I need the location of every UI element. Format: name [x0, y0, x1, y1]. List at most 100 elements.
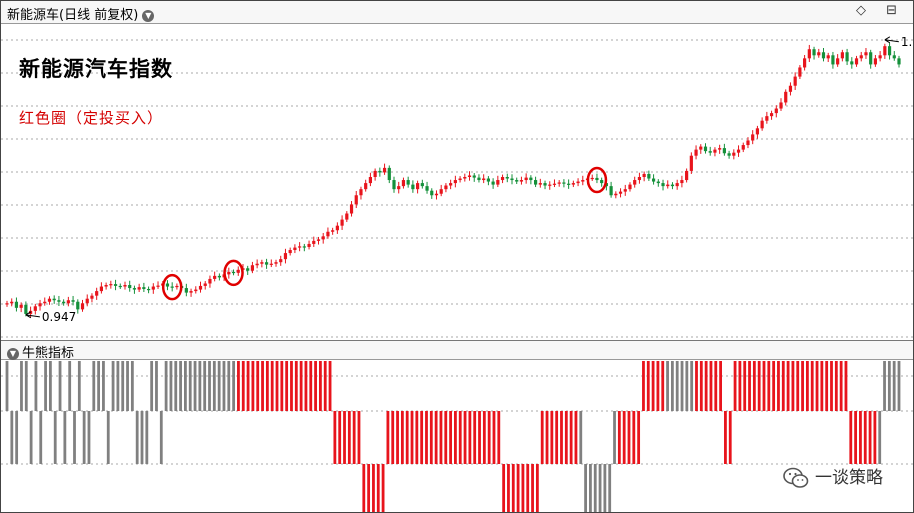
indicator-bar [396, 411, 399, 464]
indicator-chart[interactable] [1, 359, 913, 512]
indicator-bar [762, 361, 766, 411]
indicator-bar [458, 411, 462, 464]
indicator-bar [357, 411, 361, 464]
candle-body [793, 76, 797, 86]
watermark: 一谈策略 [783, 463, 883, 489]
indicator-bar [256, 361, 260, 411]
indicator-bar [193, 361, 197, 411]
indicator-title[interactable]: ▼ 牛熊指标 [7, 342, 74, 361]
candle-body [529, 177, 533, 181]
candle-body [368, 177, 373, 184]
candle-body [47, 298, 52, 302]
indicator-bar [642, 361, 645, 411]
candle-body [557, 182, 561, 184]
candle-body [788, 85, 793, 92]
candle-body [203, 283, 207, 286]
candle-body [637, 177, 642, 181]
indicator-bar [502, 464, 506, 512]
chart-title[interactable]: 新能源车(日线 前复权) ▼ [7, 4, 155, 23]
candle-body [397, 186, 401, 190]
indicator-bar [333, 411, 337, 464]
indicator-bar [198, 361, 202, 411]
candle-body [151, 286, 155, 290]
indicator-bar [521, 464, 525, 512]
candle-body [883, 46, 887, 56]
candle-body [345, 213, 349, 220]
candle-body [590, 177, 594, 180]
indicator-bar [738, 361, 742, 411]
candle-body [269, 263, 273, 265]
indicator-bar [892, 361, 896, 411]
indicator-bar [767, 361, 771, 411]
indicator-bar [849, 411, 853, 464]
candle-body [854, 58, 859, 65]
toolbar-icons[interactable]: ◇ ⊟ [855, 3, 905, 18]
chevron-down-icon[interactable]: ▼ [7, 347, 19, 360]
indicator-bar [145, 411, 149, 464]
indicator-bar [748, 361, 751, 411]
indicator-bar [130, 361, 134, 411]
indicator-bar [73, 411, 76, 464]
candle-body [666, 184, 670, 187]
candle-body [283, 253, 288, 260]
candle-body [656, 181, 660, 184]
indicator-bar [63, 411, 67, 464]
indicator-bar [613, 411, 616, 464]
candle-body [633, 180, 637, 185]
indicator-bar [535, 464, 539, 512]
candle-body [293, 247, 297, 251]
candle-body [477, 177, 481, 181]
chevron-down-icon[interactable]: ▼ [142, 9, 155, 22]
candle-body [869, 52, 873, 65]
candle-body [113, 284, 118, 286]
indicator-bar [174, 361, 178, 411]
indicator-bar [449, 411, 452, 464]
candle-body [373, 170, 377, 177]
indicator-bar [675, 361, 679, 411]
indicator-bar [805, 361, 809, 411]
indicator-bar [87, 411, 91, 464]
candle-body [755, 128, 760, 135]
candle-body [288, 250, 292, 254]
indicator-bar [241, 361, 245, 411]
buy-ring [586, 166, 608, 194]
indicator-bar [617, 411, 621, 464]
indicator-bar [883, 361, 886, 411]
indicator-bar [593, 464, 597, 512]
candle-body [255, 263, 259, 266]
indicator-bar [873, 411, 877, 464]
high-arrow [884, 36, 899, 44]
candle-body [718, 148, 722, 150]
indicator-bar [53, 411, 57, 464]
candle-body [99, 286, 103, 292]
candlestick-chart[interactable]: 0.947 1.851 [1, 24, 913, 340]
indicator-bar [400, 411, 404, 464]
indicator-bar [290, 361, 293, 411]
candle-body [798, 67, 802, 77]
candle-body [628, 184, 632, 190]
indicator-bar [203, 361, 207, 411]
indicator-bar [275, 361, 279, 411]
candle-body [213, 275, 217, 279]
candle-body [416, 183, 420, 190]
watermark-text: 一谈策略 [815, 468, 883, 488]
candle-body [774, 108, 778, 114]
candle-body [430, 190, 434, 196]
candle-body [298, 246, 302, 248]
candle-body [685, 170, 689, 181]
indicator-bar [584, 464, 587, 512]
candle-body [76, 301, 80, 310]
candle-body [713, 149, 717, 153]
candle-body [831, 55, 835, 65]
candle-body [595, 177, 599, 181]
candle-body [576, 181, 580, 184]
candle-body [307, 243, 311, 247]
indicator-bar [97, 361, 101, 411]
candle-body [128, 285, 132, 289]
candle-body [71, 300, 75, 302]
indicator-bar [58, 361, 62, 411]
indicator-bar [140, 411, 144, 464]
indicator-bar [878, 411, 882, 464]
indicator-bar [294, 361, 298, 411]
candle-body [609, 186, 613, 196]
